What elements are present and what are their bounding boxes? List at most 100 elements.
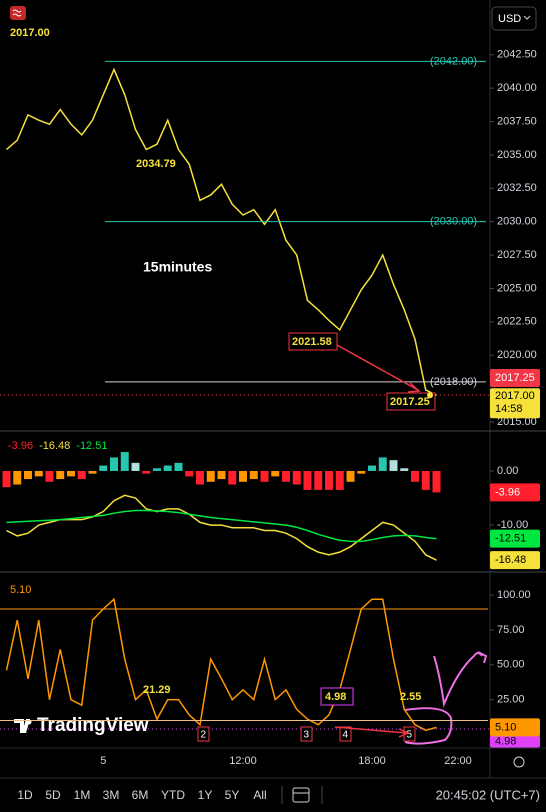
histogram-bar	[77, 470, 86, 480]
range-button[interactable]: YTD	[161, 788, 185, 802]
annotation: 2	[201, 730, 207, 741]
watermark: TradingView	[37, 715, 149, 736]
x-tick-label: 5	[100, 755, 106, 767]
histogram-bar	[99, 465, 108, 471]
range-button[interactable]: 5Y	[225, 788, 240, 802]
histogram-bar	[314, 470, 323, 490]
axis-tag	[490, 483, 540, 502]
axis-tag-label: -16.48	[495, 554, 526, 566]
histogram-bar	[421, 470, 430, 490]
axis-tag-label: 4.98	[495, 735, 516, 747]
range-button[interactable]: 3M	[103, 788, 120, 802]
histogram-bar	[260, 470, 269, 482]
annotation: 4.98	[325, 691, 346, 703]
histogram-bar	[34, 470, 43, 477]
symbol-icon-glyph	[12, 9, 22, 17]
line-series	[6, 67, 437, 396]
x-tick-label: 22:00	[444, 755, 472, 767]
y-tick-label: 2042.50	[497, 49, 537, 61]
settings-icon[interactable]	[513, 756, 525, 768]
histogram-bar	[282, 470, 290, 482]
level-label: (2030.00) -	[430, 216, 484, 228]
histogram-bar	[378, 457, 387, 471]
histogram-bar	[432, 470, 441, 493]
histogram-bar	[67, 470, 75, 477]
last-point	[427, 392, 433, 399]
legend-value: -3.96	[8, 440, 33, 452]
axis-tag-label: 2017.00	[495, 390, 535, 402]
histogram-bar	[131, 462, 140, 471]
histogram-bar	[335, 470, 344, 490]
x-tick-label: 12:00	[229, 755, 257, 767]
histogram-bar	[325, 470, 333, 490]
range-button[interactable]: 1M	[74, 788, 91, 802]
currency-button[interactable]	[491, 6, 537, 31]
y-tick-label: 25.00	[497, 694, 525, 706]
legend-value: -16.48	[39, 440, 70, 452]
last-price: 2017.00	[10, 27, 50, 39]
axis-tag-label: -3.96	[495, 486, 520, 498]
histogram-bar	[196, 470, 204, 485]
histogram-bar	[368, 465, 376, 471]
annotation-box	[320, 687, 354, 706]
histogram-bar	[400, 468, 409, 471]
level-label: (2042.00) -	[430, 55, 484, 67]
axis-tag-label: 5.10	[495, 721, 516, 733]
annotation: 3	[304, 730, 310, 741]
calendar-icon[interactable]	[292, 787, 310, 803]
histogram-bar	[206, 470, 215, 482]
level-label: (2018.00)	[430, 376, 477, 388]
annotation-box	[300, 726, 313, 742]
range-button[interactable]: 6M	[132, 788, 149, 802]
legend-value: -12.51	[76, 440, 107, 452]
annotation: 21.29	[143, 684, 171, 696]
symbol-icon[interactable]	[10, 6, 26, 20]
x-tick-label: 18:00	[358, 755, 386, 767]
histogram-bar	[174, 462, 183, 471]
histogram-bar	[153, 468, 161, 471]
annotation: 2021.58	[292, 336, 332, 348]
axis-tag	[490, 368, 540, 387]
y-tick-label: 2015.00	[497, 416, 537, 428]
histogram-bar	[88, 470, 97, 474]
arrow	[334, 726, 410, 738]
histogram-bar	[249, 470, 258, 480]
y-tick-label: 100.00	[497, 589, 531, 601]
y-tick-label: 2020.00	[497, 349, 537, 361]
histogram-bar	[239, 470, 247, 482]
histogram-bar	[2, 470, 11, 488]
y-tick-label: 75.00	[497, 624, 525, 636]
settings-icon[interactable]	[513, 756, 525, 768]
histogram-bar	[163, 465, 172, 471]
axis-tag	[490, 529, 540, 548]
axis-tag-label: -12.51	[495, 533, 526, 545]
y-tick-label: 2027.50	[497, 249, 537, 261]
annotation-box	[386, 392, 436, 411]
range-button[interactable]: 5D	[45, 788, 61, 802]
annotation-box	[288, 332, 338, 351]
y-tick-label: 2040.00	[497, 82, 537, 94]
logo-icon	[14, 719, 30, 733]
histogram-bar	[389, 460, 398, 471]
axis-tag	[490, 735, 540, 748]
range-button[interactable]: All	[253, 788, 266, 802]
histogram-bar	[56, 470, 65, 480]
range-button[interactable]: 1D	[17, 788, 33, 802]
annotation: 2034.79	[136, 158, 176, 170]
line-series	[6, 494, 437, 561]
y-tick-label: -10.00	[497, 519, 528, 531]
y-tick-label: 2037.50	[497, 115, 537, 127]
histogram-bar	[13, 470, 22, 485]
currency[interactable]: USD	[498, 13, 521, 25]
annotation: 2.55	[400, 691, 421, 703]
histogram-bar	[357, 470, 366, 474]
annotation-box	[339, 726, 352, 742]
range-button[interactable]: 1Y	[198, 788, 213, 802]
axis-tag	[490, 388, 540, 419]
calendar-icon[interactable]	[292, 787, 310, 803]
y-tick-label: 2025.00	[497, 282, 537, 294]
histogram-bar	[346, 470, 355, 482]
histogram-bar	[411, 470, 419, 482]
